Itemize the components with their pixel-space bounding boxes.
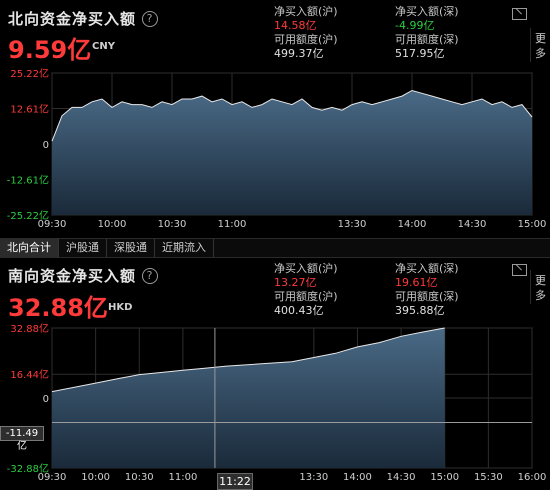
- y-tick-label: 0: [43, 140, 49, 151]
- crosshair-time-label: 11:22: [217, 473, 253, 490]
- north-sz-avail-label: 可用额度(深): [395, 33, 459, 46]
- south-sh-net-value: 13.27亿: [274, 276, 317, 289]
- south-sz-net-label: 净买入额(深): [395, 262, 459, 275]
- north-sz-net-label: 净买入额(深): [395, 5, 459, 18]
- north-sh-avail-label: 可用额度(沪): [274, 33, 338, 46]
- area-fill: [52, 91, 532, 216]
- x-tick-label: 10:30: [125, 472, 154, 483]
- south-sz-avail-value: 395.88亿: [395, 304, 445, 317]
- x-tick-label: 13:30: [299, 472, 328, 483]
- x-tick-label: 11:00: [218, 219, 247, 230]
- x-tick-label: 14:00: [398, 219, 427, 230]
- north-more-label: 更多: [535, 31, 546, 61]
- north-sz-avail-value: 517.95亿: [395, 47, 445, 60]
- north-sh-avail-value: 499.37亿: [274, 47, 324, 60]
- north-panel: 北向资金净买入额? 9.59亿 CNY 净买入额(沪) 14.58亿 可用额度(…: [0, 0, 550, 238]
- x-tick-label: 14:30: [458, 219, 487, 230]
- y-tick-label: 0: [43, 394, 49, 405]
- tab-north-total[interactable]: 北向合计: [0, 239, 59, 257]
- x-tick-label: 15:30: [474, 472, 503, 483]
- south-sh-avail-value: 400.43亿: [274, 304, 324, 317]
- crosshair-value-label: -11.49亿: [0, 426, 44, 441]
- x-tick-label: 09:30: [38, 219, 67, 230]
- south-currency: HKD: [108, 302, 132, 313]
- south-sz-avail-label: 可用额度(深): [395, 290, 459, 303]
- south-more-label: 更多: [535, 273, 546, 303]
- tab-bar: 北向合计沪股通深股通近期流入: [0, 238, 550, 258]
- help-icon[interactable]: ?: [142, 11, 158, 27]
- x-tick-label: 15:00: [518, 219, 547, 230]
- expand-icon[interactable]: [512, 8, 527, 20]
- tab-recent-inflow[interactable]: 近期流入: [155, 239, 214, 257]
- north-currency: CNY: [92, 41, 115, 52]
- y-tick-label: 32.88亿: [10, 323, 49, 335]
- north-sh-net-label: 净买入额(沪): [274, 5, 338, 18]
- x-tick-label: 11:00: [168, 472, 197, 483]
- x-tick-label: 15:00: [430, 472, 459, 483]
- tab-shenzhen-connect[interactable]: 深股通: [107, 239, 155, 257]
- y-tick-label: 16.44亿: [10, 368, 49, 381]
- x-tick-label: 14:30: [387, 472, 416, 483]
- y-tick-label: 12.61亿: [10, 103, 49, 116]
- x-tick-label: 10:30: [158, 219, 187, 230]
- y-tick-label: -12.61亿: [7, 174, 49, 187]
- tab-shanghai-connect[interactable]: 沪股通: [59, 239, 107, 257]
- x-tick-label: 16:00: [518, 472, 547, 483]
- south-sh-net-label: 净买入额(沪): [274, 262, 338, 275]
- x-tick-label: 14:00: [343, 472, 372, 483]
- help-icon[interactable]: ?: [142, 268, 158, 284]
- south-title: 南向资金净买入额?: [8, 265, 158, 286]
- x-tick-label: 09:30: [38, 472, 67, 483]
- south-sh-avail-label: 可用额度(沪): [274, 290, 338, 303]
- x-tick-label: 13:30: [338, 219, 367, 230]
- north-net-value: 9.59亿: [8, 30, 91, 65]
- north-sh-net-value: 14.58亿: [274, 19, 317, 32]
- south-net-value: 32.88亿: [8, 288, 108, 323]
- south-sz-net-value: 19.61亿: [395, 276, 438, 289]
- north-title: 北向资金净买入额?: [8, 8, 158, 29]
- y-tick-label: 25.22亿: [10, 67, 49, 80]
- north-more-button[interactable]: 更多: [530, 28, 550, 62]
- south-more-button[interactable]: 更多: [530, 270, 550, 304]
- x-tick-label: 10:00: [98, 219, 127, 230]
- expand-icon[interactable]: [512, 264, 527, 276]
- south-panel: 南向资金净买入额? 32.88亿 HKD 净买入额(沪) 13.27亿 可用额度…: [0, 258, 550, 489]
- north-sz-net-value: -4.99亿: [395, 19, 434, 32]
- x-tick-label: 10:00: [81, 472, 110, 483]
